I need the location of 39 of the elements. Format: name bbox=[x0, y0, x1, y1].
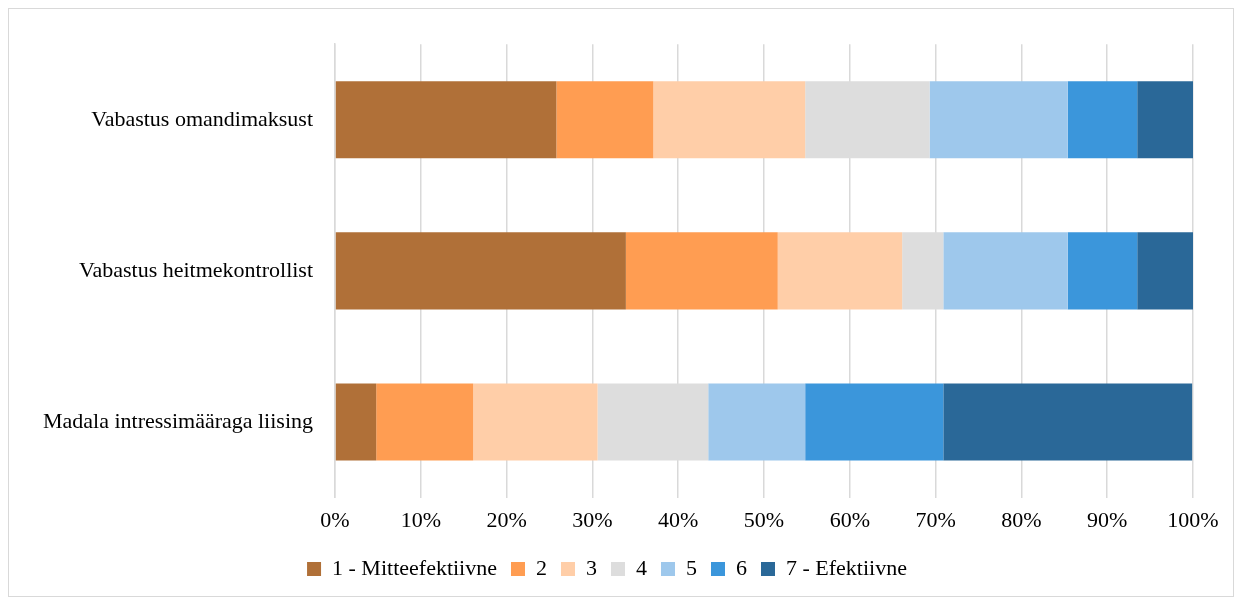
legend-label: 6 bbox=[735, 554, 747, 580]
x-tick-label: 0% bbox=[320, 506, 350, 532]
bar bbox=[943, 383, 1193, 461]
bar bbox=[929, 81, 1068, 159]
bar bbox=[376, 383, 474, 461]
x-tick-label: 20% bbox=[486, 506, 527, 532]
bar bbox=[943, 232, 1068, 310]
bar bbox=[1067, 81, 1138, 159]
y-tick-label: Vabastus omandimaksust bbox=[91, 105, 314, 131]
bar bbox=[335, 232, 626, 310]
legend-label: 5 bbox=[685, 554, 697, 580]
legend-label: 1 - Mitteefektiivne bbox=[332, 554, 497, 580]
x-tick-label: 60% bbox=[829, 506, 870, 532]
bar bbox=[335, 383, 377, 461]
legend-label: 2 bbox=[535, 554, 547, 580]
x-tick-label: 90% bbox=[1087, 506, 1128, 532]
y-tick-label: Vabastus heitmekontrollist bbox=[79, 256, 314, 282]
bar bbox=[1067, 232, 1138, 310]
bar bbox=[1137, 81, 1193, 159]
bar bbox=[473, 383, 598, 461]
legend-label: 3 bbox=[585, 554, 597, 580]
bar bbox=[777, 232, 903, 310]
x-tick-label: 100% bbox=[1167, 506, 1219, 532]
x-tick-label: 70% bbox=[915, 506, 956, 532]
bar bbox=[335, 81, 557, 159]
x-tick-label: 50% bbox=[743, 506, 785, 532]
bar bbox=[625, 232, 778, 310]
bar bbox=[805, 383, 944, 461]
x-tick-label: 30% bbox=[572, 506, 613, 532]
y-tick-label: Madala intressimääraga liising bbox=[43, 407, 314, 433]
x-tick-label: 10% bbox=[400, 506, 441, 532]
legend-label: 7 - Efektiivne bbox=[785, 554, 907, 580]
x-tick-label: 40% bbox=[658, 506, 699, 532]
bar bbox=[708, 383, 806, 461]
bar bbox=[1137, 232, 1193, 310]
bar bbox=[653, 81, 806, 159]
legend-label: 4 bbox=[635, 554, 647, 580]
x-tick-label: 80% bbox=[1001, 506, 1042, 532]
bar bbox=[556, 81, 654, 159]
